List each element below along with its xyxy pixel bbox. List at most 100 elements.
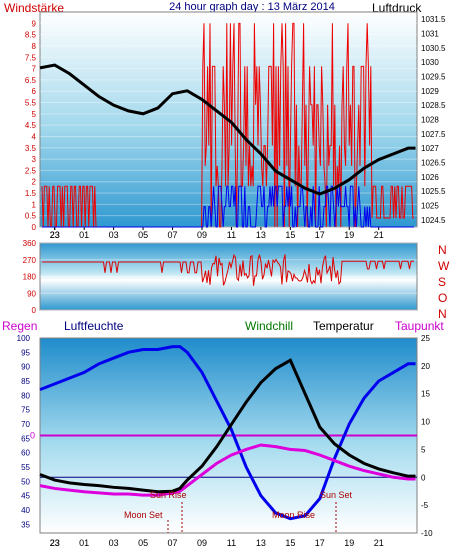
x-tick-label: 15 (285, 230, 295, 240)
left-tick-label: 6 (32, 87, 37, 96)
x-tick-label: 19 (344, 230, 354, 240)
left-tick-label: 6.5 (25, 76, 37, 85)
panel2-plot-area (39, 242, 418, 311)
left-tick-label: 75 (21, 406, 30, 415)
compass-letter: W (438, 259, 450, 273)
x-tick-label: 03 (109, 230, 119, 240)
moonset-label: Moon Set (124, 510, 163, 520)
moonrise-label: Moon Rise (272, 510, 315, 520)
x-tick-label: 13 (256, 230, 266, 240)
temperature-line (39, 358, 416, 494)
left-tick-label: 180 (23, 273, 37, 282)
right-tick-label: 1026.5 (421, 159, 446, 168)
dewpoint-line (39, 443, 416, 497)
right-tick-label: 1028.5 (421, 101, 446, 110)
right-tick-label: 1027.5 (421, 130, 446, 139)
left-tick-label: 7 (32, 65, 37, 74)
x-tick-label: 23 (50, 538, 60, 548)
left-tick-label: 40 (21, 506, 30, 515)
compass-letter: N (438, 307, 447, 321)
wind-speed-trace (42, 185, 414, 228)
left-tick-label: 1.5 (25, 189, 37, 198)
x-tick-label: 05 (138, 538, 148, 548)
left-tick-label: 70 (21, 420, 30, 429)
right-tick-label: 20 (421, 362, 430, 371)
right-tick-label: -5 (421, 501, 429, 510)
left-tick-label: 270 (23, 256, 37, 265)
right-tick-label: 1026 (421, 173, 439, 182)
x-tick-label: 07 (168, 230, 178, 240)
right-tick-label: 1027 (421, 144, 439, 153)
panel3-left-axis-label: Regen (2, 319, 37, 333)
wind-direction-line (42, 253, 414, 286)
x-tick-label: 21 (374, 230, 384, 240)
right-tick-label: 1029 (421, 87, 439, 96)
panel1-title: 24 hour graph day : 13 März 2014 (169, 1, 335, 13)
right-tick-label: 1030 (421, 58, 439, 67)
left-tick-label: 90 (21, 363, 30, 372)
left-tick-label: 4.5 (25, 121, 37, 130)
left-tick-label: 5.5 (25, 99, 37, 108)
left-tick-label: 85 (21, 377, 30, 386)
left-tick-label: 65 (21, 434, 30, 443)
humidity-line (39, 345, 416, 521)
x-tick-label: 19 (344, 538, 354, 548)
left-tick-label: 360 (23, 239, 37, 248)
right-tick-label: -10 (421, 529, 433, 538)
sunset-label: Sun Set (320, 490, 353, 500)
left-tick-label: 8 (32, 42, 37, 51)
x-tick-label: 07 (168, 538, 178, 548)
x-tick-label: 23 (50, 230, 60, 240)
compass-letter: S (438, 275, 446, 289)
right-tick-label: 1031 (421, 30, 439, 39)
x-tick-label: 15 (285, 538, 295, 548)
x-tick-label: 01 (79, 230, 89, 240)
x-tick-label: 01 (79, 538, 89, 548)
pressure-line (39, 63, 416, 196)
left-tick-label: 3.5 (25, 144, 37, 153)
x-tick-label: 21 (374, 538, 384, 548)
left-tick-label: 0.5 (25, 212, 37, 221)
left-tick-label: 5 (32, 110, 37, 119)
compass-letter: N (438, 243, 447, 257)
right-tick-label: 1029.5 (421, 73, 446, 82)
x-tick-label: 11 (227, 538, 236, 548)
x-tick-label: 13 (256, 538, 266, 548)
right-tick-label: 10 (421, 418, 430, 427)
right-tick-label: 15 (421, 390, 430, 399)
left-tick-label: 50 (21, 477, 30, 486)
wind-speed-bars (42, 185, 414, 228)
left-tick-label: 35 (21, 520, 30, 529)
right-tick-label: 0 (421, 473, 426, 482)
left-tick-label: 55 (21, 463, 30, 472)
right-tick-label: 1024.5 (421, 216, 446, 225)
x-tick-label: 17 (315, 230, 325, 240)
left-tick-label: 90 (27, 289, 36, 298)
left-tick-label: 1 (32, 200, 37, 209)
left-tick-label: 7.5 (25, 53, 37, 62)
left-tick-label: 0 (32, 223, 37, 232)
left-tick-label: 60 (21, 449, 30, 458)
left-tick-label: 2.5 (25, 166, 37, 175)
compass-letter: O (438, 291, 447, 305)
legend-taupunkt: Taupunkt (395, 319, 444, 333)
left-tick-label: 95 (21, 348, 30, 357)
left-tick-label: 45 (21, 492, 30, 501)
right-tick-label: 1031.5 (421, 15, 446, 24)
x-tick-label: 05 (138, 230, 148, 240)
left-tick-label: 80 (21, 391, 30, 400)
legend-luftfeuchte: Luftfeuchte (64, 319, 124, 333)
right-tick-label: 1025.5 (421, 187, 446, 196)
x-tick-label: 11 (227, 230, 236, 240)
left-tick-label: 9 (32, 19, 37, 28)
legend-windchill: Windchill (245, 319, 293, 333)
x-tick-label: 23 (50, 230, 60, 240)
left-tick-label: 2 (32, 178, 37, 187)
left-tick-label: 3 (32, 155, 37, 164)
right-tick-label: 1030.5 (421, 44, 446, 53)
right-tick-label: 25 (421, 334, 430, 343)
left-tick-label: 100 (17, 334, 31, 343)
